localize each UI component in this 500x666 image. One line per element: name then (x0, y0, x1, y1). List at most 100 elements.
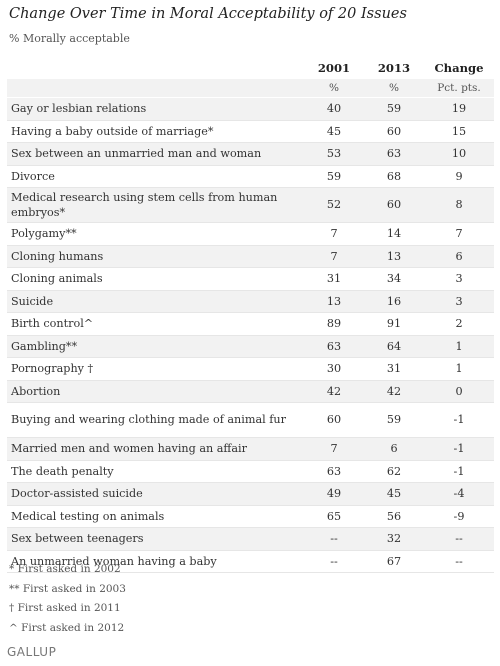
value-2013: 63 (364, 142, 424, 166)
value-2001: 30 (304, 357, 364, 381)
value-change: 7 (424, 222, 494, 246)
table-row: Cloning animals 31 34 3 (7, 267, 494, 291)
value-2001: 7 (304, 222, 364, 246)
header-2013: 2013 (364, 58, 424, 79)
footnote: ^ First asked in 2012 (9, 621, 125, 634)
value-2001: 49 (304, 482, 364, 506)
issue-label: Divorce (7, 165, 304, 188)
value-change: 10 (424, 142, 494, 166)
data-table: 2001 2013 Change % % Pct. pts. Gay or le… (7, 58, 494, 573)
issue-label: Polygamy** (7, 222, 304, 246)
value-change: 1 (424, 335, 494, 358)
issue-label: Sex between teenagers (7, 527, 304, 551)
unit-change: Pct. pts. (424, 78, 494, 98)
value-2013: 60 (364, 120, 424, 143)
value-2013: 56 (364, 505, 424, 528)
footnote: * First asked in 2002 (9, 563, 121, 575)
gallup-logo: GALLUP (7, 645, 57, 659)
value-2001: 42 (304, 380, 364, 403)
value-2001: 7 (304, 245, 364, 268)
issue-label: Sex between an unmarried man and woman (7, 142, 304, 166)
value-change: 15 (424, 120, 494, 143)
units-label (7, 78, 304, 98)
issue-label: Gambling** (7, 335, 304, 358)
value-change: -4 (424, 482, 494, 506)
value-change: 9 (424, 165, 494, 188)
table-row: Gambling** 63 64 1 (7, 335, 494, 358)
footnote: ** First asked in 2003 (9, 582, 126, 595)
value-2001: 65 (304, 505, 364, 528)
value-change: -- (424, 550, 494, 573)
value-2001: 53 (304, 142, 364, 166)
issue-label: Gay or lesbian relations (7, 97, 304, 121)
value-2013: 59 (364, 97, 424, 121)
value-change: 6 (424, 245, 494, 268)
table-row: Suicide 13 16 3 (7, 290, 494, 313)
value-2013: 42 (364, 380, 424, 403)
table-row: Medical research using stem cells from h… (7, 187, 494, 223)
value-change: -1 (424, 437, 494, 461)
table-row: Having a baby outside of marriage* 45 60 15 (7, 120, 494, 143)
issue-label: The death penalty (7, 460, 304, 483)
value-2013: 45 (364, 482, 424, 506)
value-change: 8 (424, 187, 494, 223)
value-2001: 13 (304, 290, 364, 313)
table-row: An unmarried woman having a baby -- 67 -- (7, 550, 494, 573)
table-row: Married men and women having an affair 7 6… (7, 437, 494, 461)
table-row: Polygamy** 7 14 7 (7, 222, 494, 246)
table-row: Sex between an unmarried man and woman 53… (7, 142, 494, 166)
value-2001: -- (304, 527, 364, 551)
issue-label: Married men and women having an affair (7, 437, 304, 461)
table-row: Sex between teenagers -- 32 -- (7, 527, 494, 551)
value-change: 0 (424, 380, 494, 403)
value-change: 19 (424, 97, 494, 121)
issue-label: Abortion (7, 380, 304, 403)
value-change: 1 (424, 357, 494, 381)
value-2013: 67 (364, 550, 424, 573)
table-row: Birth control^ 89 91 2 (7, 312, 494, 336)
table-row: The death penalty 63 62 -1 (7, 460, 494, 483)
footnote: † First asked in 2011 (9, 602, 121, 614)
value-2001: 52 (304, 187, 364, 223)
value-change: -1 (424, 402, 494, 438)
table-row: Doctor-assisted suicide 49 45 -4 (7, 482, 494, 506)
value-2013: 16 (364, 290, 424, 313)
value-change: -1 (424, 460, 494, 483)
value-2013: 59 (364, 402, 424, 438)
footnotes: * First asked in 2002 ** First asked in … (9, 560, 126, 638)
header-issue (7, 58, 304, 79)
value-2001: 59 (304, 165, 364, 188)
table-row: Cloning humans 7 13 6 (7, 245, 494, 268)
table-row: Gay or lesbian relations 40 59 19 (7, 97, 494, 121)
value-2001: 31 (304, 267, 364, 291)
header-row: 2001 2013 Change (7, 58, 494, 79)
chart-subtitle: % Morally acceptable (9, 32, 130, 45)
issue-label: Birth control^ (7, 312, 304, 336)
value-change: -9 (424, 505, 494, 528)
units-row: % % Pct. pts. (7, 78, 494, 98)
value-2001: 63 (304, 460, 364, 483)
value-2001: 89 (304, 312, 364, 336)
value-2013: 13 (364, 245, 424, 268)
issue-label: Cloning animals (7, 267, 304, 291)
value-2013: 6 (364, 437, 424, 461)
value-2001: 7 (304, 437, 364, 461)
value-2001: -- (304, 550, 364, 573)
issue-label: Cloning humans (7, 245, 304, 268)
chart-title: Change Over Time in Moral Acceptability … (9, 6, 407, 22)
value-2013: 91 (364, 312, 424, 336)
value-2001: 60 (304, 402, 364, 438)
value-change: 3 (424, 290, 494, 313)
value-2001: 40 (304, 97, 364, 121)
value-2013: 62 (364, 460, 424, 483)
value-2013: 68 (364, 165, 424, 188)
value-2013: 34 (364, 267, 424, 291)
value-2013: 14 (364, 222, 424, 246)
issue-label: Medical research using stem cells from h… (7, 187, 304, 223)
issue-label: An unmarried woman having a baby (7, 550, 304, 573)
value-2001: 63 (304, 335, 364, 358)
issue-label: Suicide (7, 290, 304, 313)
value-2013: 32 (364, 527, 424, 551)
value-2013: 31 (364, 357, 424, 381)
value-2001: 45 (304, 120, 364, 143)
